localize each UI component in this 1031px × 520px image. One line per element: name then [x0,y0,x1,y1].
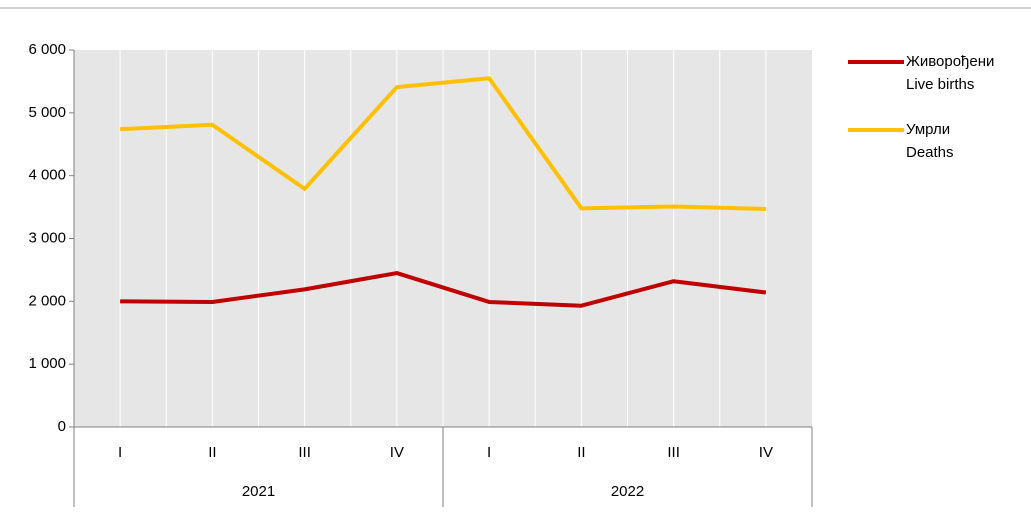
y-tick-label: 2 000 [28,292,66,309]
y-tick-label: 6 000 [28,41,66,58]
legend-label: Живорођени [906,53,994,70]
y-tick-label: 5 000 [28,104,66,121]
x-tick-label: III [667,444,680,461]
legend-label: Умрли [906,121,950,138]
y-tick-label: 0 [58,418,66,435]
series-line [120,76,766,211]
y-tick-label: 1 000 [28,355,66,372]
x-tick-label: II [208,444,216,461]
x-tick-label: I [487,444,491,461]
x-tick-label: I [118,444,122,461]
legend-label-en: Live births [906,76,974,93]
x-tick-label: IV [759,444,773,461]
y-tick-label: 4 000 [28,167,66,184]
group-label: 2022 [611,483,644,500]
y-tick-label: 3 000 [28,229,66,246]
x-tick-label: III [298,444,311,461]
group-label: 2021 [242,483,275,500]
series-line [120,271,767,308]
legend-label-en: Deaths [906,144,954,161]
x-tick-label: IV [390,444,404,461]
x-tick-label: II [577,444,585,461]
